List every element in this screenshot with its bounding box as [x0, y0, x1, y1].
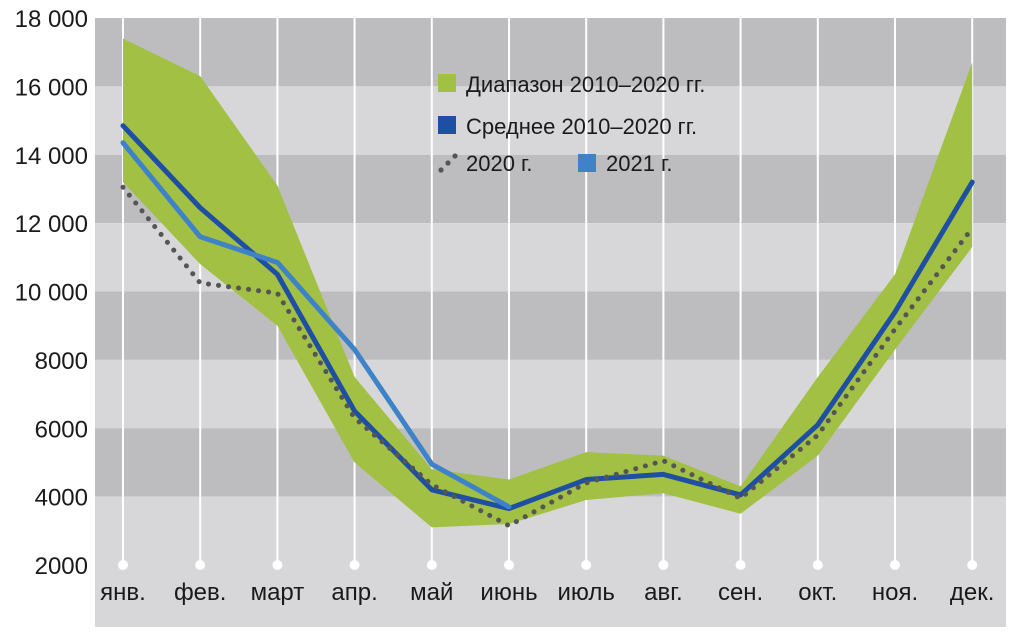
- month-marker: [118, 560, 128, 570]
- x-tick-label: сен.: [718, 579, 763, 606]
- y-tick-label: 6000: [35, 416, 88, 443]
- month-marker: [272, 560, 283, 570]
- series-line-2021: [120, 140, 512, 510]
- month-marker: [349, 560, 360, 570]
- x-tick-label: июль: [558, 579, 615, 606]
- month-markers: [118, 560, 978, 570]
- y-tick-label: 12 000: [15, 211, 88, 238]
- x-tick-label: ноя.: [872, 579, 918, 606]
- axis-strip: [95, 565, 1006, 627]
- legend-swatch-range: [438, 74, 456, 92]
- y-tick-label: 18 000: [15, 6, 88, 33]
- month-marker: [426, 560, 437, 570]
- legend-label-2021: 2021 г.: [606, 151, 673, 176]
- legend-swatch-2020-dot: [452, 153, 458, 159]
- month-marker: [504, 560, 514, 570]
- legend-label-average: Среднее 2010–2020 гг.: [466, 114, 697, 139]
- plot-band: [95, 18, 1006, 87]
- x-tick-label: авг.: [644, 579, 683, 606]
- month-marker: [581, 560, 592, 570]
- month-marker: [195, 560, 206, 570]
- x-tick-label: окт.: [798, 579, 837, 606]
- y-tick-label: 4000: [35, 485, 88, 512]
- legend-label-2020: 2020 г.: [466, 151, 533, 176]
- legend-label-range: Диапазон 2010–2020 гг.: [466, 72, 705, 97]
- y-tick-label: 14 000: [15, 143, 88, 170]
- range-band-area: [123, 38, 973, 528]
- x-tick-label: июнь: [480, 579, 537, 606]
- x-tick-label: май: [410, 579, 453, 606]
- series-lines: [120, 123, 975, 529]
- legend: Диапазон 2010–2020 гг. Среднее 2010–2020…: [438, 72, 705, 176]
- x-tick-label: дек.: [950, 579, 995, 606]
- x-tick-label: март: [251, 579, 305, 606]
- legend-swatch-2020-dot: [438, 167, 444, 173]
- month-marker: [658, 560, 669, 570]
- legend-swatch-2020-dot: [445, 160, 451, 166]
- range-band: [123, 38, 973, 528]
- x-tick-label: фев.: [174, 579, 227, 606]
- y-tick-label: 2000: [35, 553, 88, 580]
- series-line-average: [120, 123, 975, 512]
- x-tick-label: янв.: [100, 579, 146, 606]
- month-marker: [890, 560, 900, 570]
- month-marker: [967, 560, 978, 570]
- x-tick-label: апр.: [331, 579, 377, 606]
- month-marker: [812, 560, 823, 570]
- x-axis-ticks: янв. фев. март апр. май июнь июль авг. сен. окт. н…: [100, 579, 994, 606]
- legend-swatch-average: [438, 116, 456, 134]
- y-tick-label: 10 000: [15, 280, 88, 307]
- legend-swatch-2021: [578, 154, 596, 172]
- y-tick-label: 8000: [35, 348, 88, 375]
- y-axis-ticks: 2000 4000 6000 8000 10 000 12 000 14 000 16 000…: [15, 6, 88, 580]
- month-marker: [735, 560, 746, 570]
- y-tick-label: 16 000: [15, 74, 88, 101]
